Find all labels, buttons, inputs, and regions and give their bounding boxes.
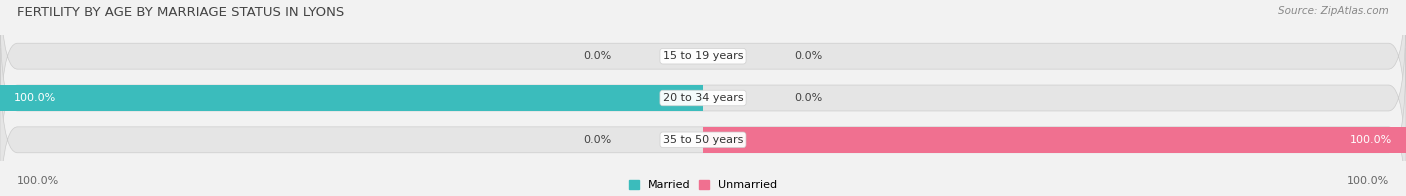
Text: FERTILITY BY AGE BY MARRIAGE STATUS IN LYONS: FERTILITY BY AGE BY MARRIAGE STATUS IN L… — [17, 6, 344, 19]
Text: 0.0%: 0.0% — [583, 135, 612, 145]
Text: 100.0%: 100.0% — [17, 176, 59, 186]
Text: 20 to 34 years: 20 to 34 years — [662, 93, 744, 103]
FancyBboxPatch shape — [0, 6, 1406, 190]
FancyBboxPatch shape — [0, 0, 1406, 148]
Text: 15 to 19 years: 15 to 19 years — [662, 51, 744, 61]
FancyBboxPatch shape — [0, 48, 1406, 196]
Text: 100.0%: 100.0% — [14, 93, 56, 103]
Text: 0.0%: 0.0% — [794, 93, 823, 103]
Text: 35 to 50 years: 35 to 50 years — [662, 135, 744, 145]
Bar — [0, 85, 703, 111]
Text: 100.0%: 100.0% — [1347, 176, 1389, 186]
Text: 100.0%: 100.0% — [1350, 135, 1392, 145]
Text: 0.0%: 0.0% — [794, 51, 823, 61]
Bar — [703, 127, 1406, 153]
Legend: Married, Unmarried: Married, Unmarried — [628, 180, 778, 191]
Text: Source: ZipAtlas.com: Source: ZipAtlas.com — [1278, 6, 1389, 16]
Text: 0.0%: 0.0% — [583, 51, 612, 61]
